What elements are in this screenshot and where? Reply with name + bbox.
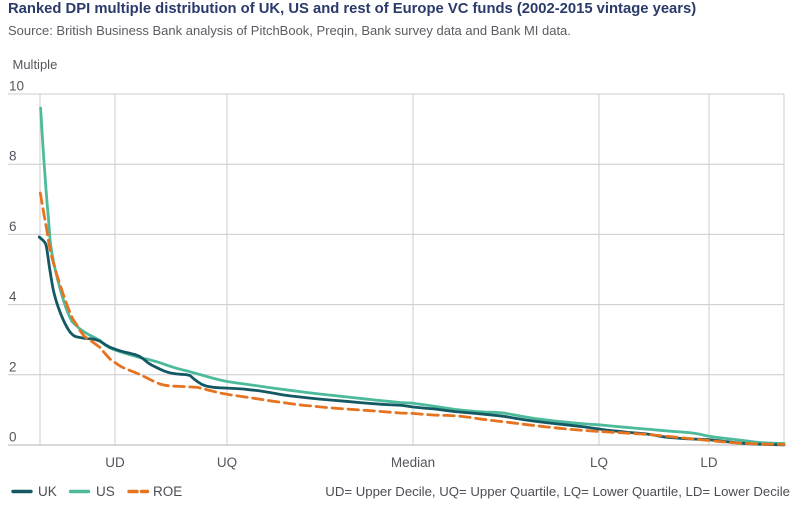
svg-text:2: 2 bbox=[9, 359, 17, 374]
svg-text:UD: UD bbox=[105, 455, 125, 470]
svg-text:UD= Upper Decile, UQ= Upper Qu: UD= Upper Decile, UQ= Upper Quartile, LQ… bbox=[325, 484, 790, 499]
svg-text:US: US bbox=[96, 484, 115, 499]
svg-text:UQ: UQ bbox=[217, 455, 237, 470]
svg-text:LQ: LQ bbox=[590, 455, 608, 470]
svg-text:6: 6 bbox=[9, 219, 17, 234]
svg-text:Median: Median bbox=[391, 455, 435, 470]
svg-text:4: 4 bbox=[9, 289, 17, 304]
svg-text:0: 0 bbox=[9, 430, 17, 445]
svg-text:LD: LD bbox=[700, 455, 718, 470]
svg-text:10: 10 bbox=[9, 79, 24, 94]
svg-text:ROE: ROE bbox=[153, 484, 182, 499]
svg-text:8: 8 bbox=[9, 149, 17, 164]
svg-text:Multiple: Multiple bbox=[13, 57, 58, 72]
svg-text:UK: UK bbox=[38, 484, 57, 499]
